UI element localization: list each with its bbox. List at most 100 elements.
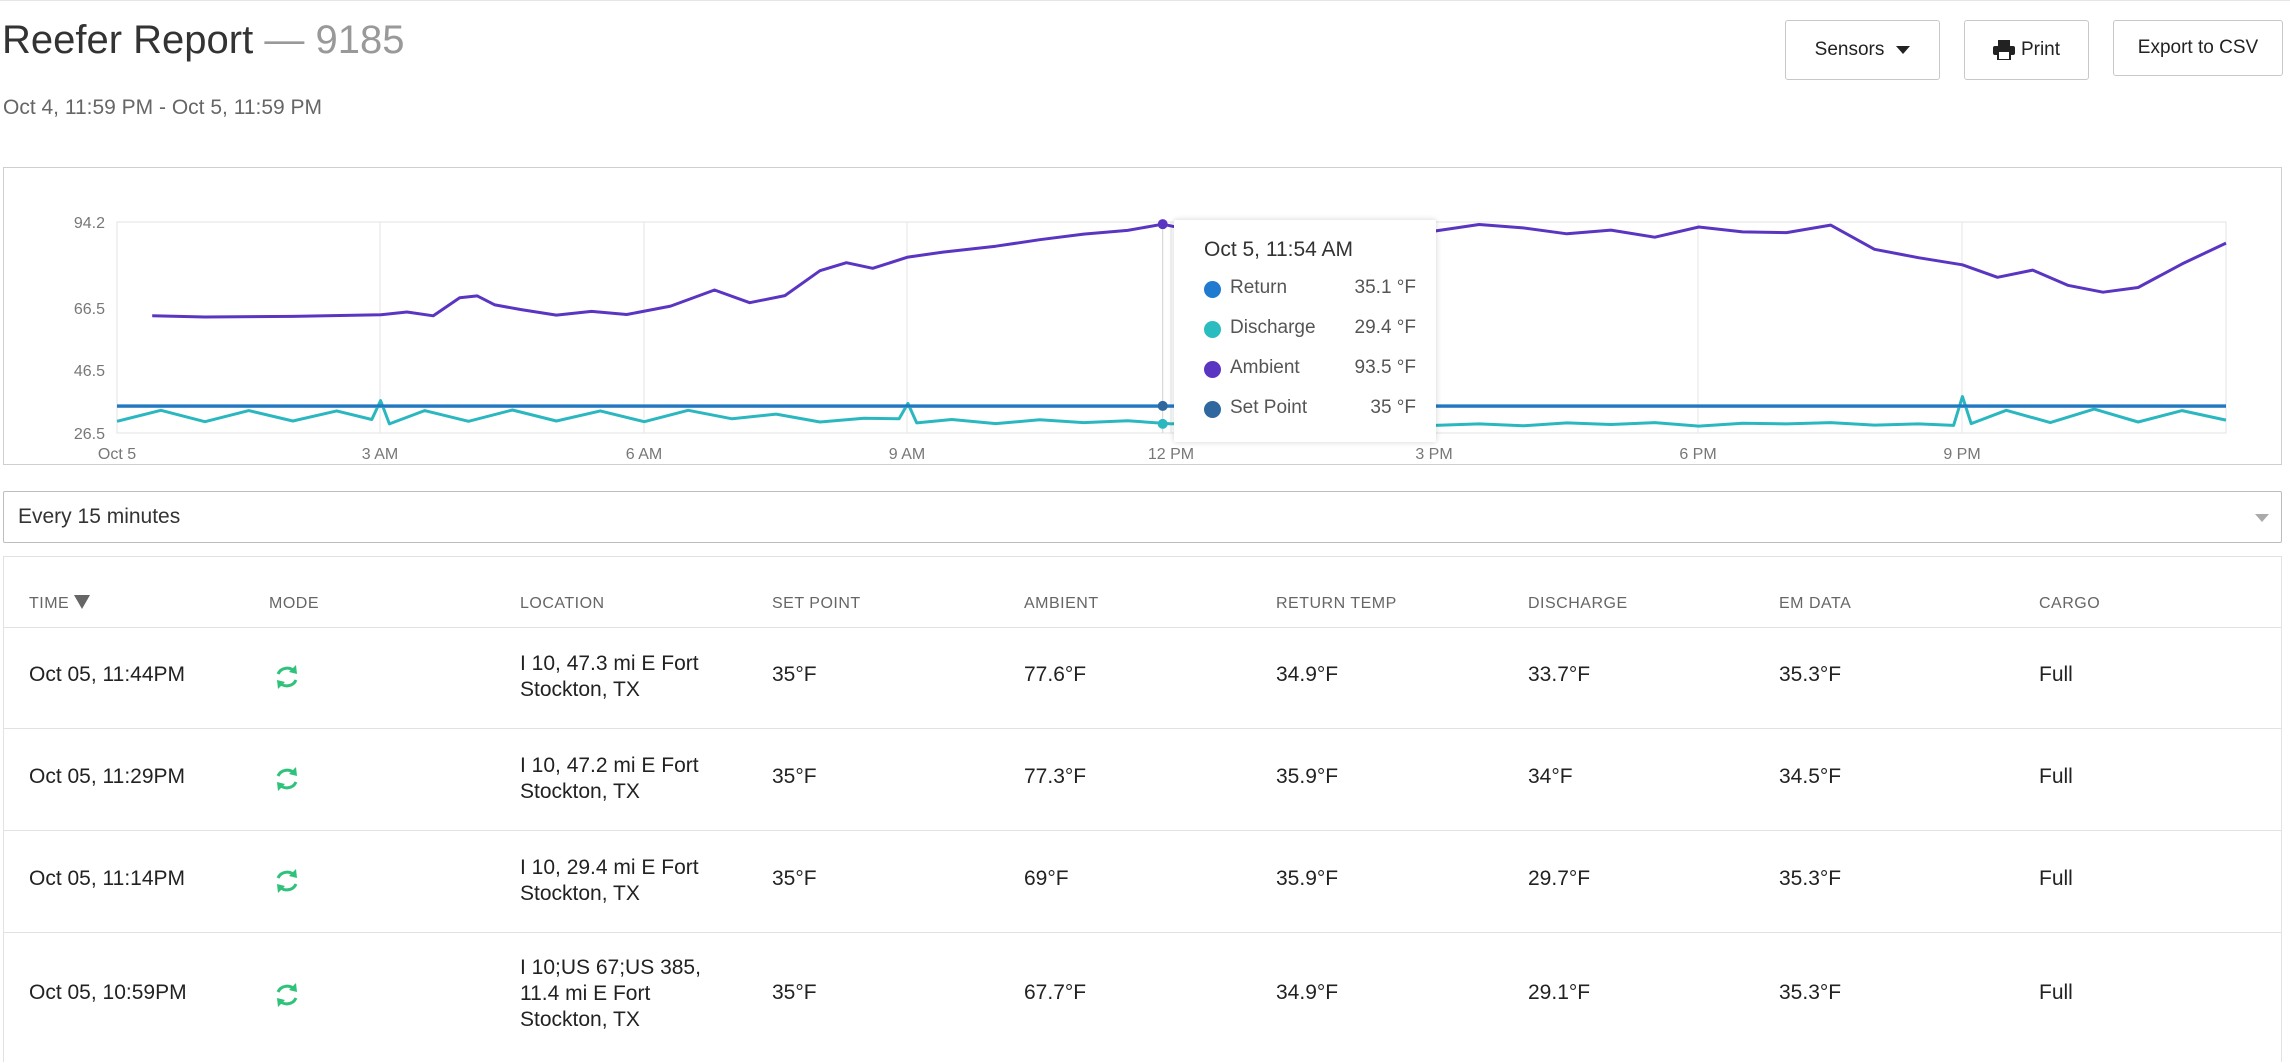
tooltip-value: 35.1 °F <box>1354 277 1416 298</box>
cell-discharge: 29.1°F <box>1528 981 1591 1004</box>
x-tick-label: 3 PM <box>1415 446 1452 463</box>
cell-time: Oct 05, 11:29PM <box>29 765 186 788</box>
column-header-time[interactable]: TIME <box>29 595 91 613</box>
y-tick-label: 46.5 <box>74 363 105 380</box>
discharge-dot-icon <box>1204 321 1221 338</box>
cell-cargo: Full <box>2039 981 2073 1004</box>
table-header: TIME MODE LOCATION SET POINT AMBIENT RET… <box>4 557 2281 628</box>
cell-set-point: 35°F <box>772 867 817 890</box>
refresh-icon <box>276 869 298 893</box>
column-header-return-temp: RETURN TEMP <box>1276 595 1397 612</box>
series-line-ambient <box>152 222 2227 319</box>
caret-down-icon <box>1896 46 1911 54</box>
x-tick-label: 9 AM <box>889 446 925 463</box>
tooltip-title: Oct 5, 11:54 AM <box>1204 238 1354 261</box>
table-row[interactable]: Oct 05, 10:59PM I 10;US 67;US 385, 11.4 … <box>4 933 2281 1063</box>
x-tick-label: Oct 5 <box>98 446 136 463</box>
tooltip-row-ambient: Ambient 93.5 °F <box>1204 357 1416 385</box>
column-header-em-data: EM DATA <box>1779 595 1852 612</box>
column-header-ambient: AMBIENT <box>1024 595 1099 612</box>
series-line-discharge <box>116 395 2227 433</box>
x-tick-label: 12 PM <box>1148 446 1194 463</box>
report-title: Reefer Report <box>2 18 254 62</box>
top-border <box>0 0 2290 5</box>
cell-set-point: 35°F <box>772 663 817 686</box>
x-tick-label: 6 AM <box>626 446 662 463</box>
cell-ambient: 69°F <box>1024 867 1069 890</box>
set-point-dot-icon <box>1204 401 1221 418</box>
column-header-set-point: SET POINT <box>772 595 861 612</box>
hover-point-set-point <box>1157 400 1168 411</box>
print-button[interactable]: Print <box>1964 20 2089 80</box>
column-header-cargo: CARGO <box>2039 595 2101 612</box>
cell-time: Oct 05, 11:44PM <box>29 663 186 686</box>
cell-ambient: 77.3°F <box>1024 765 1087 788</box>
tooltip-row-set-point: Set Point 35 °F <box>1204 397 1416 425</box>
x-tick-label: 9 PM <box>1943 446 1980 463</box>
tooltip-row-discharge: Discharge 29.4 °F <box>1204 317 1416 345</box>
cell-em-data: 34.5°F <box>1779 765 1842 788</box>
return-dot-icon <box>1204 281 1221 298</box>
hover-point-ambient <box>1157 219 1168 230</box>
page-title: Reefer Report — 9185 <box>2 18 404 63</box>
cell-discharge: 34°F <box>1528 765 1573 788</box>
cell-cargo: Full <box>2039 663 2073 686</box>
cell-discharge: 33.7°F <box>1528 663 1591 686</box>
tooltip-label: Set Point <box>1230 397 1308 418</box>
title-separator: — <box>264 18 305 62</box>
printer-icon <box>1992 40 2015 60</box>
cell-em-data: 35.3°F <box>1779 981 1842 1004</box>
table-row[interactable]: Oct 05, 11:29PM I 10, 47.2 mi E Fort Sto… <box>4 729 2281 831</box>
cell-location: I 10, 29.4 mi E Fort Stockton, TX <box>520 856 699 905</box>
cell-ambient: 67.7°F <box>1024 981 1087 1004</box>
cell-set-point: 35°F <box>772 981 817 1004</box>
cell-return-temp: 34.9°F <box>1276 663 1339 686</box>
y-tick-label: 66.5 <box>74 301 105 318</box>
column-header-mode: MODE <box>269 595 319 612</box>
export-csv-button[interactable]: Export to CSV <box>2113 20 2283 76</box>
cell-ambient: 77.6°F <box>1024 663 1087 686</box>
tooltip-label: Return <box>1230 277 1288 298</box>
refresh-icon <box>276 767 298 791</box>
sort-desc-icon <box>74 595 91 609</box>
tooltip-row-return: Return 35.1 °F <box>1204 277 1416 305</box>
cell-cargo: Full <box>2039 765 2073 788</box>
cell-location: I 10, 47.2 mi E Fort Stockton, TX <box>520 754 699 803</box>
cell-return-temp: 35.9°F <box>1276 765 1339 788</box>
column-header-discharge: DISCHARGE <box>1528 595 1628 612</box>
interval-select-value: Every 15 minutes <box>18 505 181 528</box>
sensors-dropdown-button[interactable]: Sensors <box>1785 20 1940 80</box>
tooltip-value: 93.5 °F <box>1354 357 1416 378</box>
date-range: Oct 4, 11:59 PM - Oct 5, 11:59 PM <box>3 96 323 119</box>
cell-em-data: 35.3°F <box>1779 663 1842 686</box>
cell-return-temp: 35.9°F <box>1276 867 1339 890</box>
cell-cargo: Full <box>2039 867 2073 890</box>
temperature-chart[interactable]: 94.2 66.5 46.5 26.5 Oct 5 3 AM 6 AM 9 AM 12 PM 3 … <box>0 0 2290 470</box>
hover-point-discharge <box>1157 418 1168 429</box>
refresh-icon <box>276 983 298 1007</box>
reefer-data-table: TIME MODE LOCATION SET POINT AMBIENT RET… <box>3 556 2282 1062</box>
cell-em-data: 35.3°F <box>1779 867 1842 890</box>
y-tick-label: 94.2 <box>74 215 105 232</box>
chart-panel <box>3 167 2282 465</box>
cell-time: Oct 05, 10:59PM <box>29 981 187 1004</box>
x-tick-label: 3 AM <box>362 446 398 463</box>
cell-time: Oct 05, 11:14PM <box>29 867 186 890</box>
chart-tooltip: Oct 5, 11:54 AM Return 35.1 °F Discharge… <box>1174 220 1436 442</box>
tooltip-value: 29.4 °F <box>1354 317 1416 338</box>
y-tick-label: 26.5 <box>74 426 105 443</box>
chevron-down-icon <box>2255 514 2269 522</box>
print-label: Print <box>2020 39 2061 60</box>
cell-discharge: 29.7°F <box>1528 867 1591 890</box>
cell-location: I 10;US 67;US 385, 11.4 mi E Fort Stockt… <box>520 956 701 1031</box>
tooltip-label: Ambient <box>1230 357 1300 378</box>
cell-location: I 10, 47.3 mi E Fort Stockton, TX <box>520 652 699 701</box>
tooltip-value: 35 °F <box>1370 397 1416 418</box>
interval-select[interactable]: Every 15 minutes <box>3 491 2282 543</box>
ambient-dot-icon <box>1204 361 1221 378</box>
column-header-location: LOCATION <box>520 595 605 612</box>
table-row[interactable]: Oct 05, 11:44PM I 10, 47.3 mi E Fort Sto… <box>4 627 2281 729</box>
cell-return-temp: 34.9°F <box>1276 981 1339 1004</box>
sensors-label: Sensors <box>1814 39 1885 60</box>
table-row[interactable]: Oct 05, 11:14PM I 10, 29.4 mi E Fort Sto… <box>4 831 2281 933</box>
